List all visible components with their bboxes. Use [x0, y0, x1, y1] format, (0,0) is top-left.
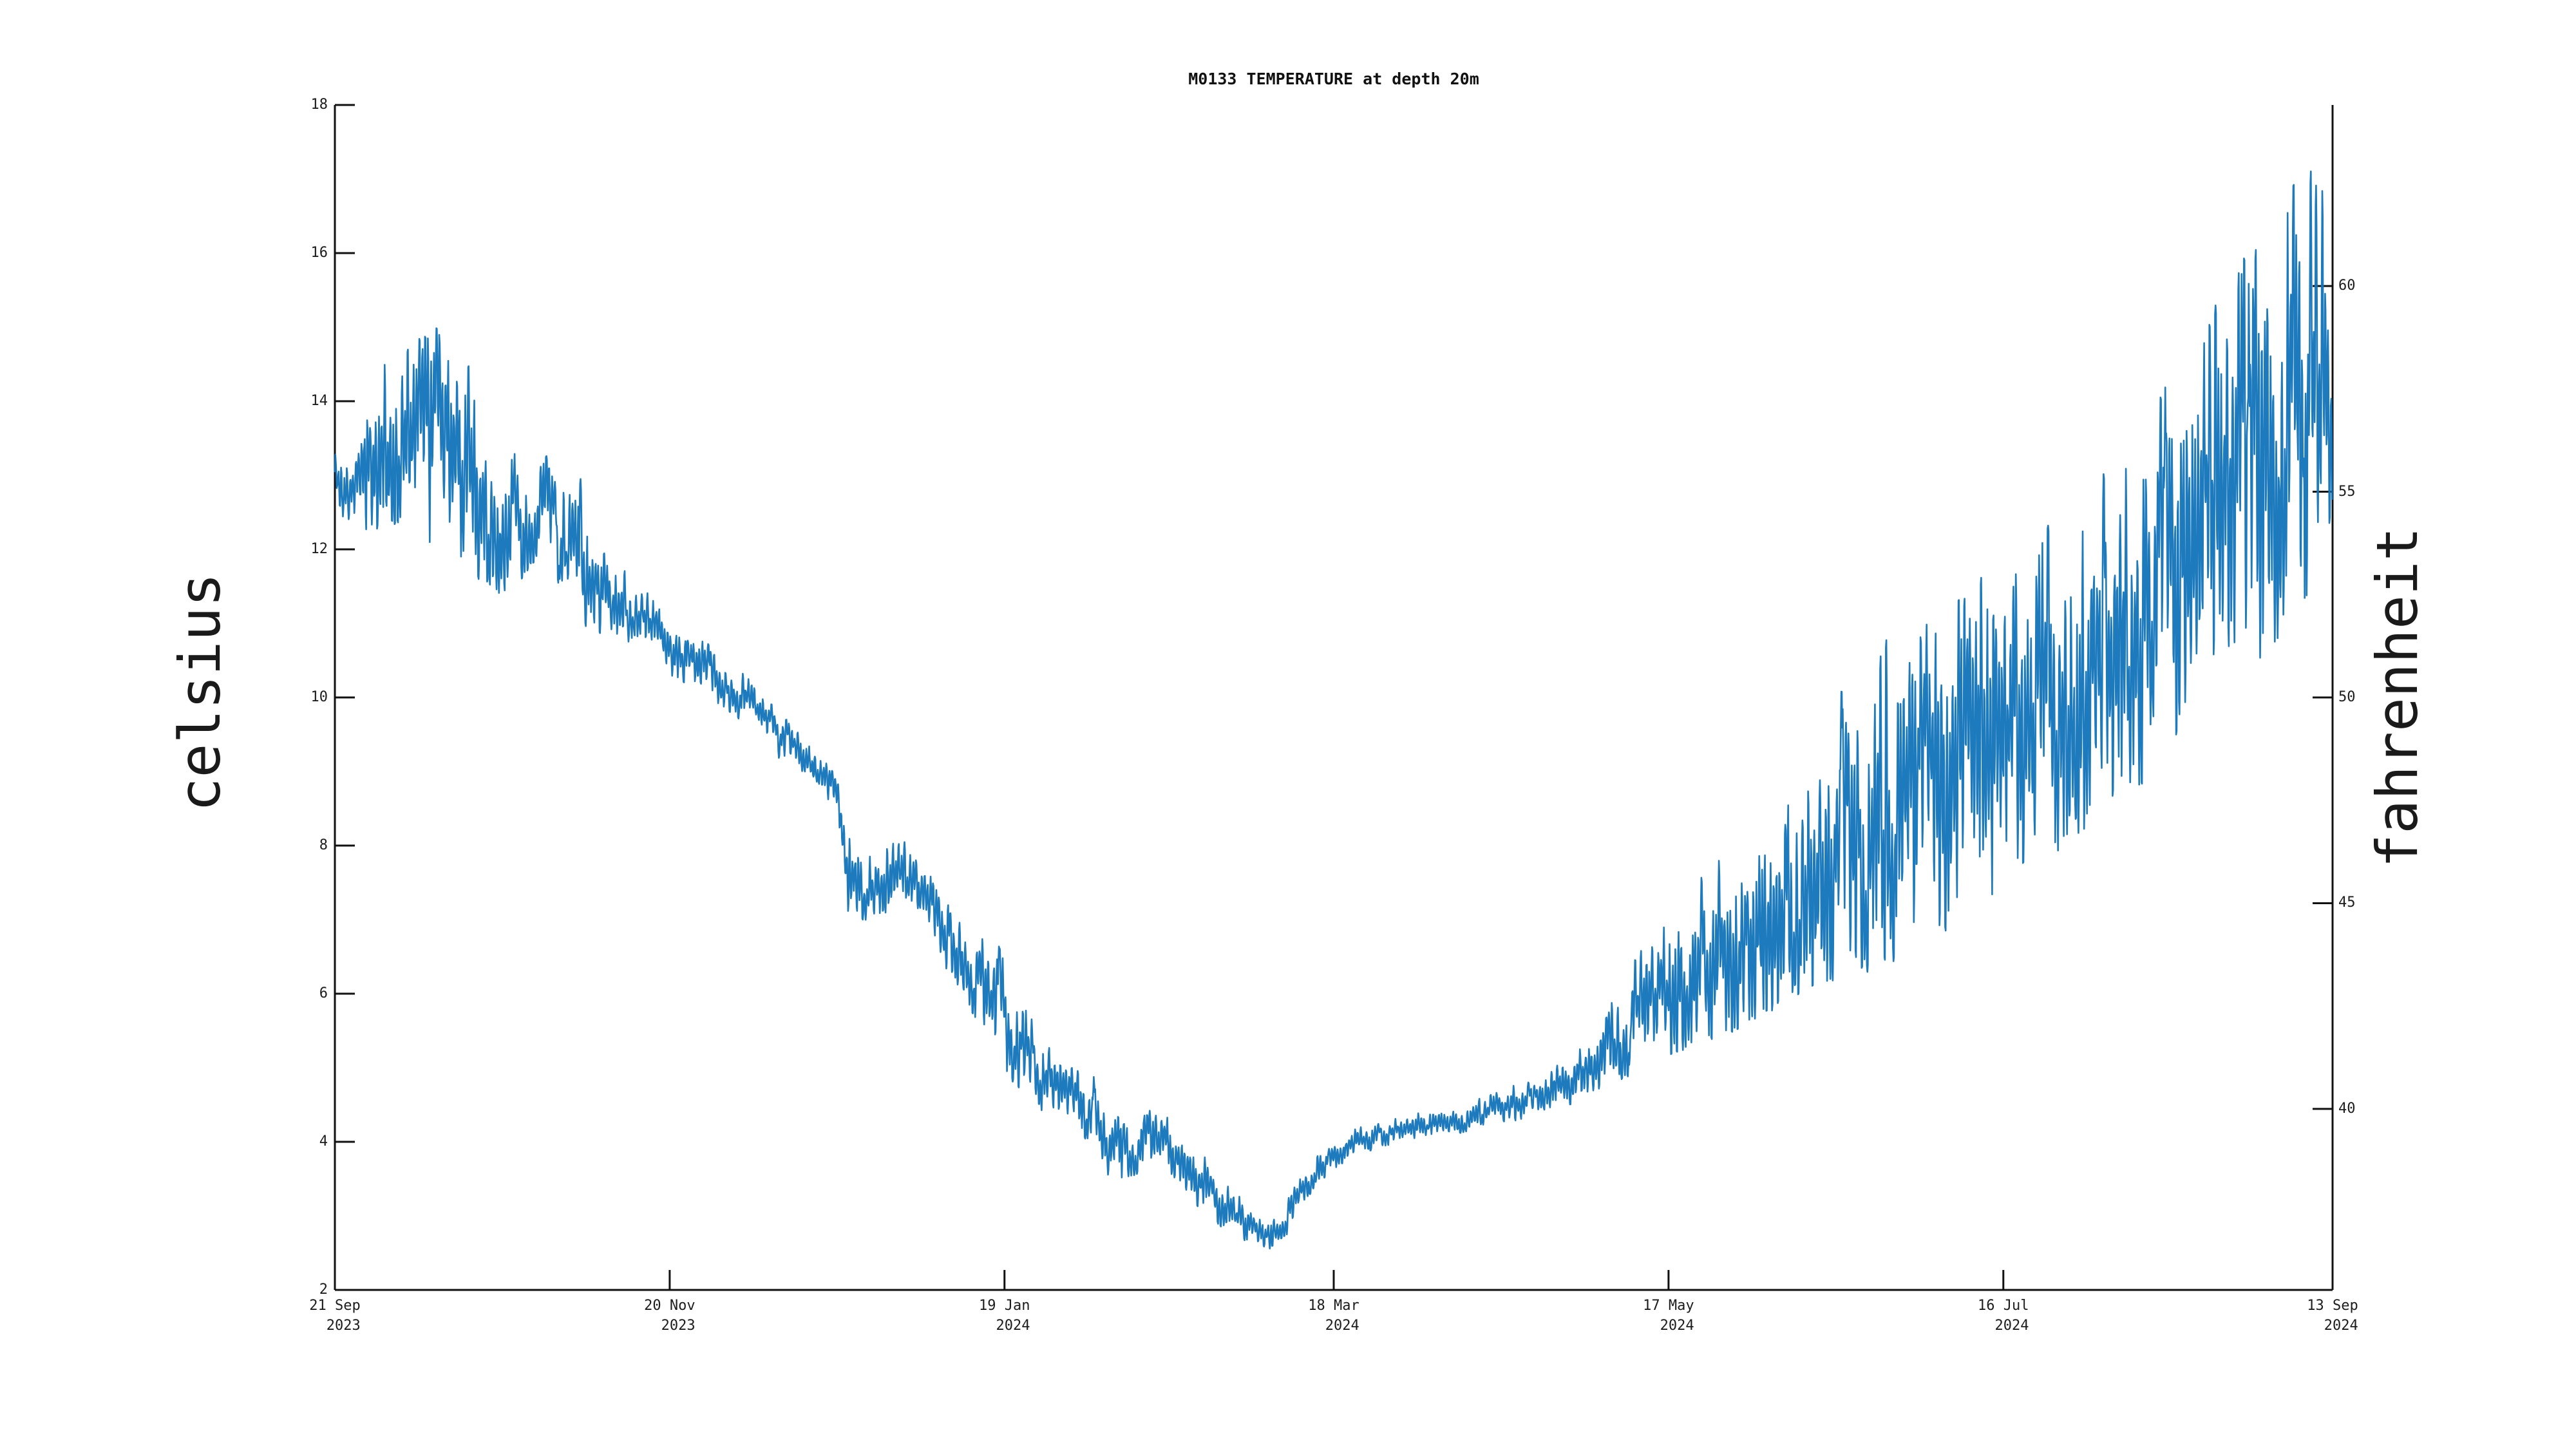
- y-tick-label-fahrenheit: 50: [2338, 689, 2356, 705]
- x-tick-label: 16 Jul 2024: [1978, 1298, 2029, 1334]
- chart-title: M0133 TEMPERATURE at depth 20m: [1188, 70, 1479, 88]
- y-tick-label-fahrenheit: 55: [2338, 483, 2356, 500]
- y-tick-label-celsius: 18: [310, 97, 328, 113]
- x-tick-label: 17 May 2024: [1643, 1298, 1694, 1334]
- y-tick-label-celsius: 8: [319, 837, 328, 853]
- y-tick-label-fahrenheit: 45: [2338, 895, 2356, 911]
- x-tick-label: 18 Mar 2024: [1308, 1298, 1359, 1334]
- y-tick-label-fahrenheit: 60: [2338, 278, 2356, 294]
- x-tick-label: 19 Jan 2024: [979, 1298, 1030, 1334]
- x-tick-label: 20 Nov 2023: [644, 1298, 696, 1334]
- x-tick-label: 21 Sep 2023: [309, 1298, 361, 1334]
- y-tick-label-celsius: 6: [319, 985, 328, 1001]
- y-tick-label-celsius: 12: [310, 541, 328, 557]
- y-tick-label-celsius: 16: [310, 245, 328, 261]
- y-tick-label-celsius: 10: [310, 689, 328, 705]
- y-tick-label-celsius: 4: [319, 1133, 328, 1150]
- y-tick-label-fahrenheit: 40: [2338, 1100, 2356, 1117]
- y-tick-label-celsius: 14: [310, 393, 328, 409]
- temperature-line: [334, 170, 2333, 1250]
- x-tick-label: 13 Sep 2024: [2307, 1298, 2358, 1334]
- y-tick-label-celsius: 2: [319, 1282, 328, 1298]
